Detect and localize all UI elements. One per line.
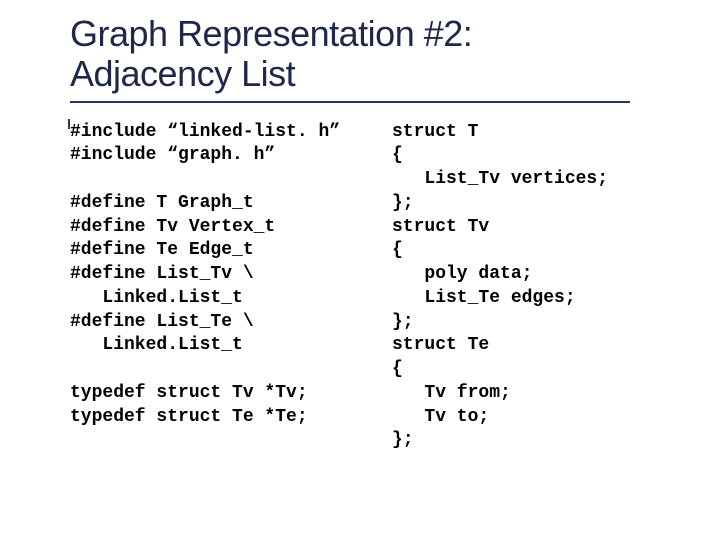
slide-title: Graph Representation #2: Adjacency List xyxy=(70,14,720,95)
rule-tick-top xyxy=(68,119,70,129)
slide: Graph Representation #2: Adjacency List … xyxy=(0,0,720,540)
title-block: Graph Representation #2: Adjacency List xyxy=(0,0,720,95)
code-column-right: struct T { List_Tv vertices; }; struct T… xyxy=(392,121,690,454)
title-line-1: Graph Representation #2: xyxy=(70,13,472,54)
rule-wrap xyxy=(0,95,720,103)
body-columns: #include “linked-list. h” #include “grap… xyxy=(0,103,720,454)
code-column-left: #include “linked-list. h” #include “grap… xyxy=(70,121,370,454)
title-line-2: Adjacency List xyxy=(70,53,295,94)
